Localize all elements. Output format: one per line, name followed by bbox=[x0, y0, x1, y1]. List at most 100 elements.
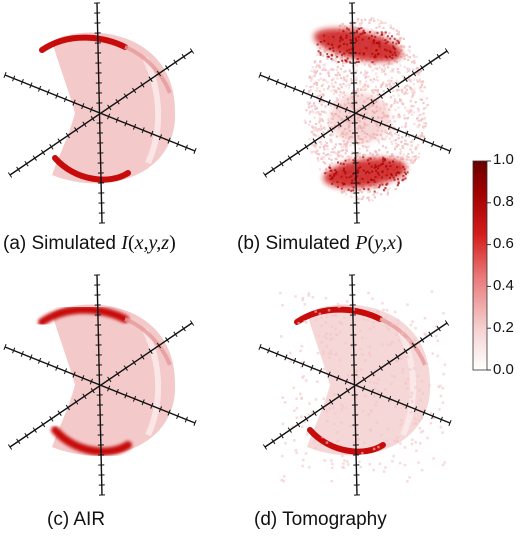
noise-dot bbox=[332, 406, 335, 410]
density-dot bbox=[321, 93, 324, 96]
noise-dot bbox=[297, 322, 300, 325]
density-dot bbox=[410, 88, 413, 91]
density-dot bbox=[402, 37, 405, 40]
hot-dot bbox=[326, 55, 329, 58]
noise-dot bbox=[429, 412, 433, 415]
density-dot bbox=[373, 63, 376, 66]
hot-dot bbox=[373, 190, 376, 193]
axis-tick bbox=[301, 361, 305, 368]
density-dot bbox=[321, 95, 324, 98]
density-dot bbox=[348, 86, 351, 89]
axis-tick bbox=[345, 115, 350, 122]
density-dot bbox=[397, 30, 400, 34]
density-dot bbox=[404, 125, 407, 128]
density-dot bbox=[386, 36, 389, 40]
density-dot bbox=[324, 162, 327, 165]
hot-dot bbox=[373, 166, 376, 169]
noise-dot bbox=[401, 368, 405, 371]
hot-dot bbox=[386, 49, 388, 52]
density-dot bbox=[416, 107, 419, 110]
density-dot bbox=[345, 75, 348, 78]
axis-tick bbox=[396, 127, 400, 134]
hot-dot bbox=[377, 165, 380, 167]
density-dot bbox=[371, 153, 374, 156]
density-dot bbox=[331, 148, 334, 151]
noise-dot bbox=[330, 314, 334, 317]
density-dot bbox=[319, 125, 323, 128]
density-dot bbox=[401, 74, 404, 78]
noise-dot bbox=[321, 435, 324, 439]
hot-dot bbox=[330, 169, 333, 172]
hot-dot bbox=[351, 39, 354, 42]
density-dot bbox=[386, 191, 389, 194]
density-dot bbox=[342, 140, 345, 143]
density-dot bbox=[417, 156, 420, 159]
axis-tick bbox=[12, 347, 16, 354]
density-dot bbox=[413, 155, 416, 158]
density-dot bbox=[357, 197, 360, 200]
hot-dot bbox=[392, 41, 394, 44]
density-dot bbox=[420, 134, 423, 137]
density-dot bbox=[422, 107, 426, 110]
density-dot bbox=[403, 45, 406, 48]
noise-dot bbox=[300, 365, 303, 369]
density-dot bbox=[327, 69, 330, 72]
axis-tick bbox=[148, 76, 153, 82]
density-dot bbox=[412, 68, 415, 71]
hot-dot bbox=[374, 35, 377, 38]
hot-dot bbox=[344, 159, 347, 162]
density-dot bbox=[354, 64, 358, 67]
axis-tick bbox=[32, 155, 37, 161]
noise-dot bbox=[372, 394, 376, 398]
axis-tick bbox=[411, 70, 417, 77]
noise-dot bbox=[325, 315, 329, 318]
density-dot bbox=[373, 88, 376, 92]
noise-dot bbox=[349, 344, 353, 348]
density-dot bbox=[345, 26, 348, 29]
noise-dot bbox=[415, 449, 418, 452]
density-dot bbox=[399, 64, 402, 67]
density-dot bbox=[341, 191, 344, 194]
density-dot bbox=[416, 66, 419, 69]
axis-tick bbox=[262, 444, 268, 450]
density-dot bbox=[320, 110, 323, 113]
density-dot bbox=[390, 104, 393, 107]
density-dot bbox=[308, 90, 311, 93]
density-dot bbox=[330, 151, 333, 154]
hot-dot bbox=[382, 188, 385, 191]
density-dot bbox=[378, 23, 381, 26]
density-dot bbox=[419, 98, 422, 101]
density-dot bbox=[334, 89, 337, 92]
axis-tick bbox=[370, 370, 375, 377]
density-dot bbox=[338, 25, 341, 28]
density-dot bbox=[309, 85, 312, 88]
density-dot bbox=[357, 90, 360, 93]
density-dot bbox=[309, 88, 312, 92]
noise-dot bbox=[343, 459, 346, 462]
density-dot bbox=[368, 145, 371, 148]
density-dot bbox=[375, 78, 378, 81]
hot-dot bbox=[362, 29, 365, 32]
noise-dot bbox=[396, 322, 400, 326]
noise-dot bbox=[428, 384, 431, 387]
density-dot bbox=[311, 125, 314, 128]
hot-dot bbox=[337, 46, 340, 49]
density-dot bbox=[353, 78, 356, 81]
density-dot bbox=[411, 105, 414, 108]
hot-dot bbox=[331, 182, 334, 185]
hot-dot bbox=[384, 31, 387, 34]
density-dot bbox=[314, 71, 317, 74]
density-dot bbox=[335, 97, 338, 100]
noise-dot bbox=[395, 439, 398, 443]
noise-dot bbox=[325, 332, 328, 336]
hot-dot bbox=[386, 182, 389, 185]
axis-tick bbox=[20, 350, 24, 357]
axis-tick bbox=[123, 365, 128, 371]
noise-dot bbox=[327, 352, 330, 356]
density-dot bbox=[376, 153, 379, 156]
noise-dot bbox=[299, 349, 302, 353]
noise-dot bbox=[349, 424, 352, 428]
density-dot bbox=[407, 67, 411, 71]
density-dot bbox=[330, 68, 333, 71]
density-dot bbox=[376, 67, 379, 70]
